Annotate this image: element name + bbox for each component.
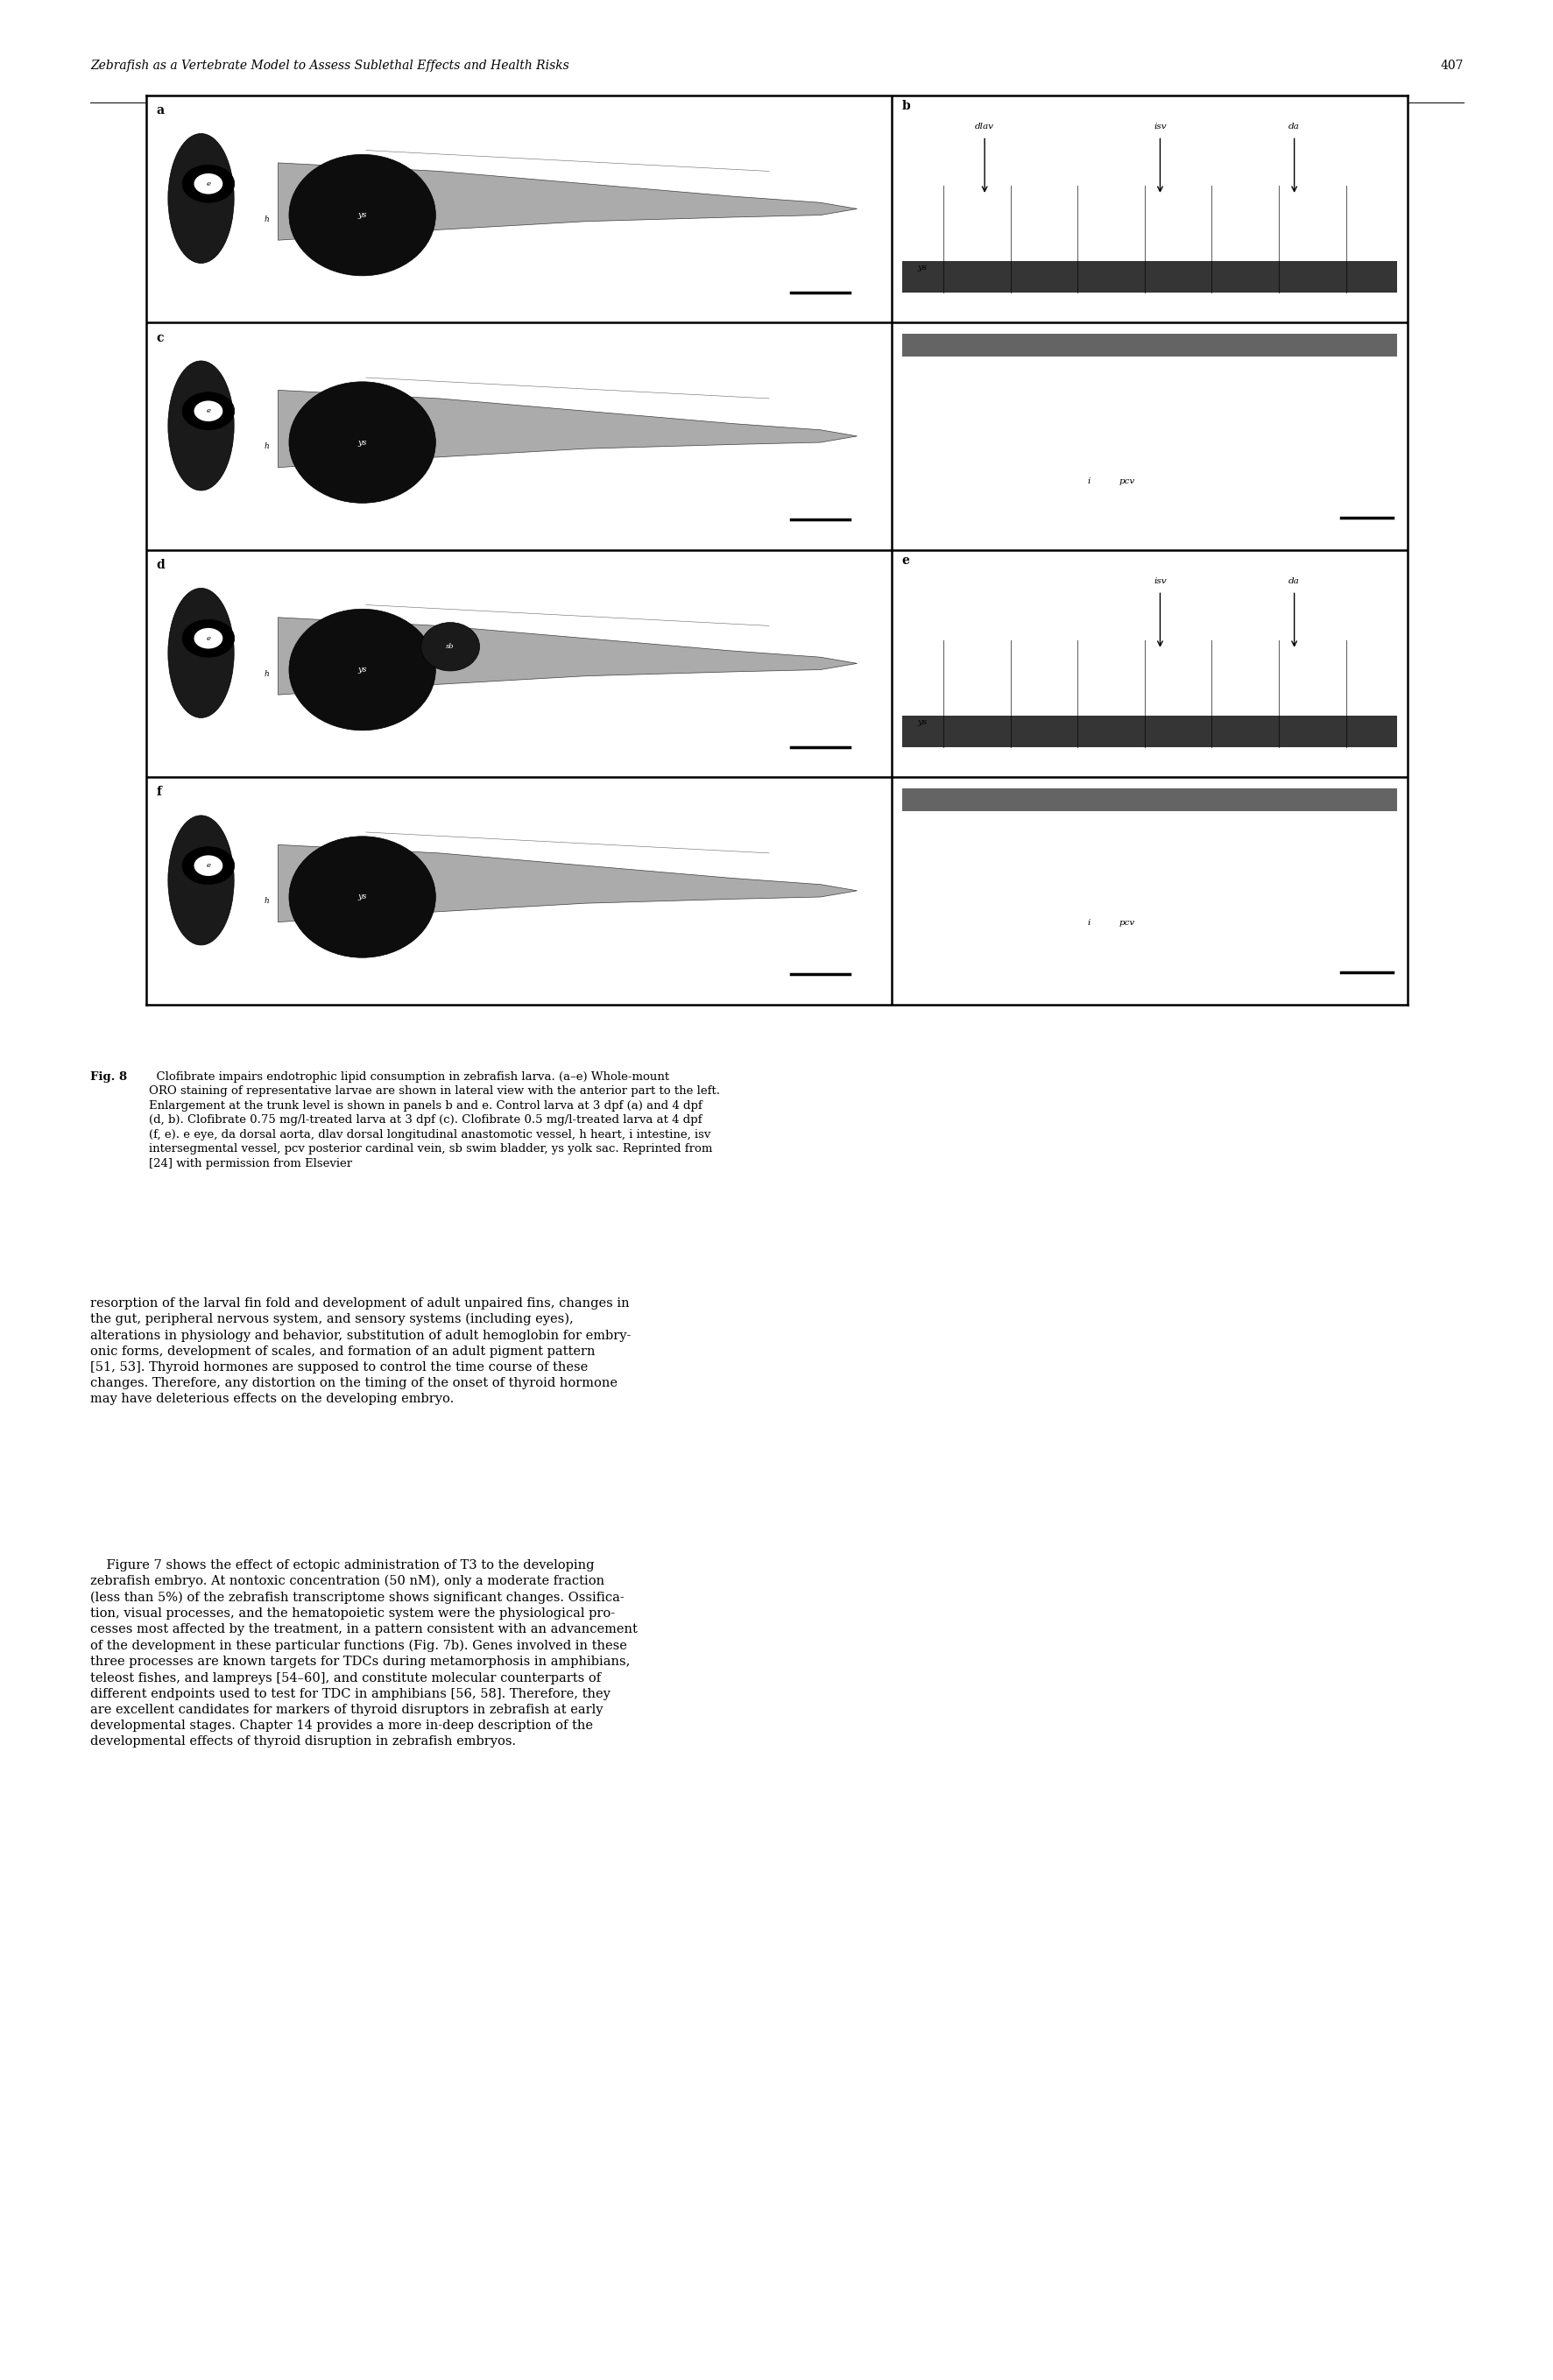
Text: Zebrafish as a Vertebrate Model to Assess Sublethal Effects and Health Risks: Zebrafish as a Vertebrate Model to Asses… (90, 60, 568, 71)
Text: ys: ys (357, 438, 367, 447)
Text: d: d (155, 559, 165, 571)
Text: h: h (264, 897, 269, 904)
Text: ys: ys (916, 264, 927, 271)
Polygon shape (278, 162, 857, 240)
Ellipse shape (168, 133, 235, 264)
Ellipse shape (168, 816, 235, 945)
Text: f: f (155, 785, 162, 797)
Polygon shape (278, 390, 857, 466)
Text: Fig. 8: Fig. 8 (90, 1071, 127, 1083)
Text: c: c (155, 331, 163, 343)
Bar (902, 788, 1396, 812)
Circle shape (194, 400, 222, 421)
Bar (891, 95, 1407, 550)
Text: e: e (207, 407, 211, 414)
Ellipse shape (289, 155, 435, 276)
Bar (902, 716, 1396, 747)
Ellipse shape (289, 381, 435, 502)
Text: pcv: pcv (1118, 478, 1134, 486)
Bar (902, 333, 1396, 357)
Text: isv: isv (1152, 121, 1166, 131)
Text: Figure 7 shows the effect of ectopic administration of T3 to the developing
zebr: Figure 7 shows the effect of ectopic adm… (90, 1559, 637, 1747)
Text: pcv: pcv (1118, 919, 1134, 926)
Circle shape (182, 393, 235, 431)
Text: resorption of the larval fin fold and development of adult unpaired fins, change: resorption of the larval fin fold and de… (90, 1297, 631, 1404)
Text: e: e (207, 862, 211, 869)
Text: h: h (264, 669, 269, 678)
Polygon shape (278, 616, 857, 695)
Text: ys: ys (357, 212, 367, 219)
Text: dlav: dlav (974, 121, 994, 131)
Text: a: a (155, 105, 165, 117)
Polygon shape (278, 845, 857, 921)
Circle shape (194, 628, 222, 650)
Bar (902, 262, 1396, 293)
Bar (146, 785, 879, 995)
Ellipse shape (421, 624, 480, 671)
Circle shape (182, 619, 235, 657)
Text: h: h (264, 214, 269, 224)
Text: e: e (207, 635, 211, 643)
Text: 407: 407 (1440, 60, 1463, 71)
Ellipse shape (168, 588, 235, 719)
Circle shape (182, 164, 235, 202)
Text: isv: isv (1152, 576, 1166, 585)
Circle shape (182, 847, 235, 885)
Text: da: da (1287, 121, 1300, 131)
Text: i: i (1087, 919, 1090, 926)
Ellipse shape (289, 835, 435, 957)
Bar (146, 559, 879, 769)
Text: e: e (901, 555, 909, 566)
Bar (891, 550, 1407, 1004)
Circle shape (194, 174, 222, 195)
Text: ys: ys (357, 892, 367, 902)
Bar (146, 331, 879, 540)
Text: i: i (1087, 478, 1090, 486)
Circle shape (194, 854, 222, 876)
Ellipse shape (168, 362, 235, 490)
Text: b: b (901, 100, 910, 112)
Text: ys: ys (916, 719, 927, 726)
Text: ys: ys (357, 666, 367, 674)
Text: Clofibrate impairs endotrophic lipid consumption in zebrafish larva. (a–e) Whole: Clofibrate impairs endotrophic lipid con… (149, 1071, 721, 1169)
Ellipse shape (289, 609, 435, 731)
Text: h: h (264, 443, 269, 450)
Bar (146, 105, 879, 314)
Text: e: e (207, 181, 211, 188)
Text: sb: sb (446, 643, 453, 650)
Text: da: da (1287, 576, 1300, 585)
